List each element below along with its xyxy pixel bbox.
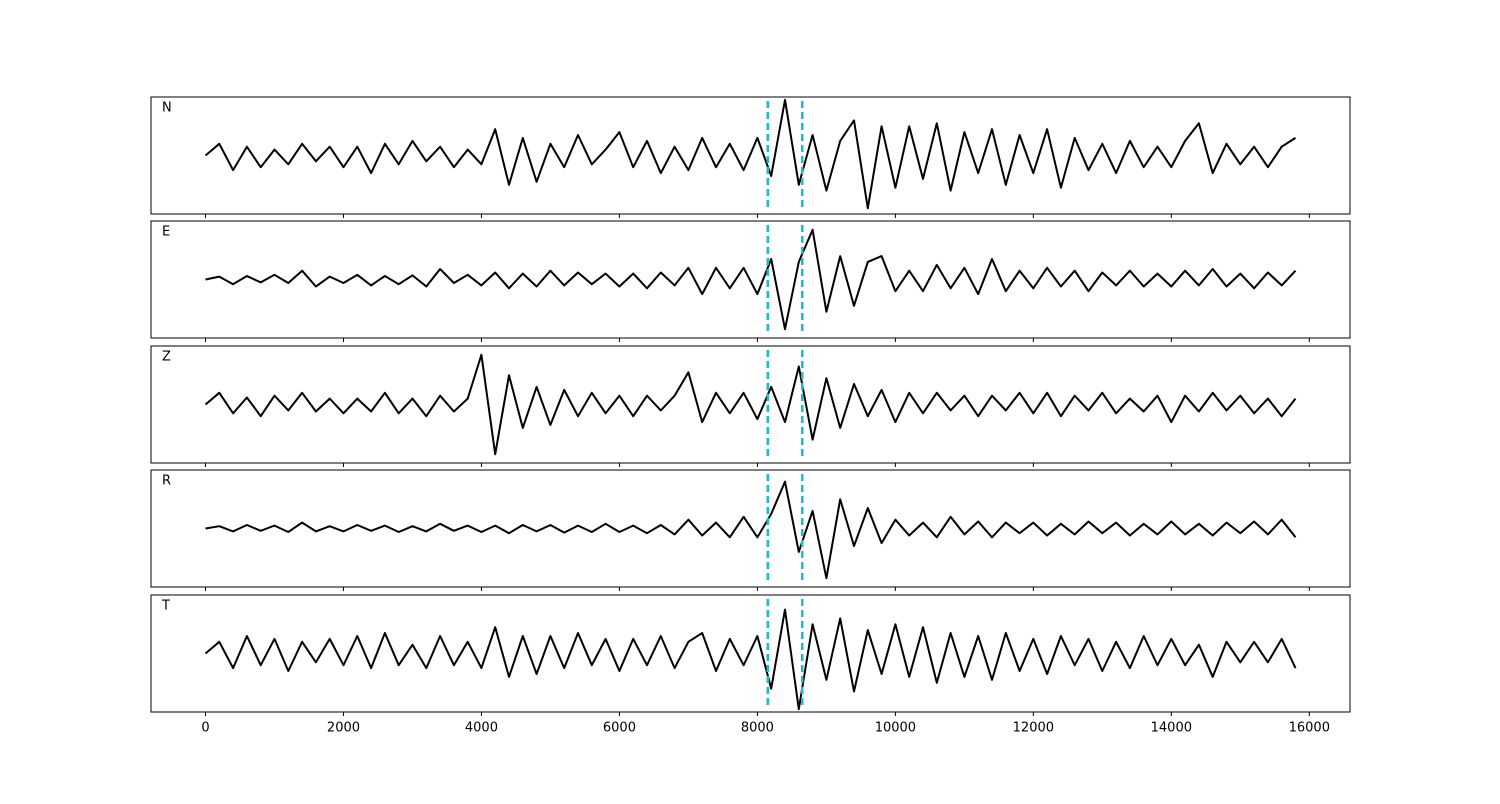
channel-label: Z [162, 350, 171, 365]
trace [205, 480, 1297, 580]
x-tick-label: 6000 [603, 721, 636, 736]
panel-frame [150, 469, 1351, 588]
x-tick-label: 14000 [1151, 721, 1192, 736]
panel-frame [150, 96, 1351, 215]
trace [204, 353, 1297, 456]
channel-label: N [162, 101, 172, 116]
trace [205, 228, 1297, 331]
trace [204, 98, 1297, 210]
x-tick-label: 16000 [1289, 721, 1330, 736]
panel-frame [150, 220, 1351, 339]
x-tick-label: 4000 [465, 721, 498, 736]
x-tick-label: 10000 [875, 721, 916, 736]
channel-label: T [161, 599, 170, 614]
x-tick-label: 12000 [1013, 721, 1054, 736]
panel-frame [150, 345, 1351, 464]
channel-label: R [162, 474, 171, 489]
x-tick-label: 0 [201, 721, 209, 736]
trace [204, 608, 1297, 711]
panel-frame [150, 594, 1351, 713]
x-tick-label: 8000 [741, 721, 774, 736]
channel-label: E [162, 225, 170, 240]
x-tick-label: 2000 [327, 721, 360, 736]
